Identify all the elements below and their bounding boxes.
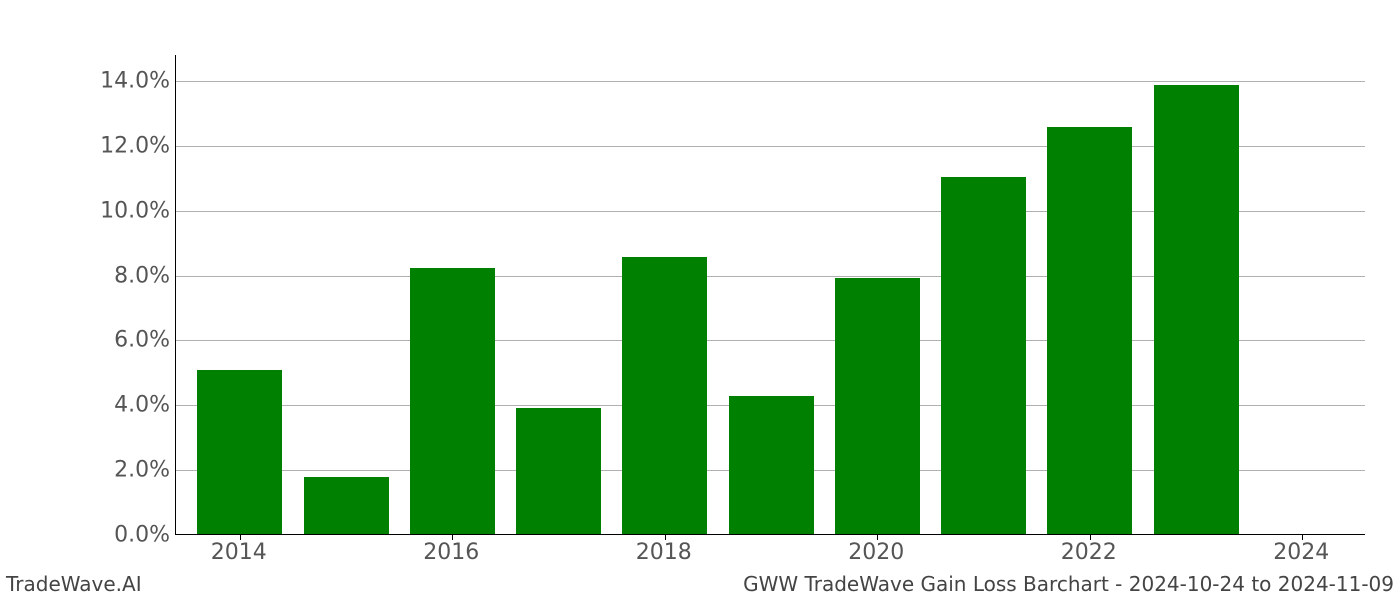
y-tick-label: 0.0% [90,523,170,548]
footer-caption: GWW TradeWave Gain Loss Barchart - 2024-… [743,572,1394,596]
plot-area [175,55,1365,535]
bar-2022 [1047,127,1132,534]
bar-2015 [304,477,389,534]
x-tick-label: 2020 [848,540,904,565]
y-tick-label: 14.0% [90,68,170,93]
y-tick-label: 4.0% [90,393,170,418]
bar-2014 [197,370,282,534]
y-tick-label: 8.0% [90,263,170,288]
x-tick-label: 2016 [423,540,479,565]
y-tick-label: 2.0% [90,458,170,483]
y-tick-label: 6.0% [90,328,170,353]
bar-2020 [835,278,920,534]
x-tick-label: 2018 [636,540,692,565]
bar-2016 [410,268,495,534]
bar-2023 [1154,85,1239,534]
bar-2018 [622,257,707,534]
x-tick-label: 2022 [1061,540,1117,565]
x-tick-label: 2014 [211,540,267,565]
barchart-container: TradeWave.AI GWW TradeWave Gain Loss Bar… [0,0,1400,600]
footer-brand: TradeWave.AI [6,572,142,596]
y-tick-label: 12.0% [90,133,170,158]
y-tick-label: 10.0% [90,198,170,223]
x-tick-label: 2024 [1273,540,1329,565]
bar-2017 [516,408,601,534]
gridline [176,81,1365,82]
bar-2021 [941,177,1026,534]
bar-2019 [729,396,814,534]
